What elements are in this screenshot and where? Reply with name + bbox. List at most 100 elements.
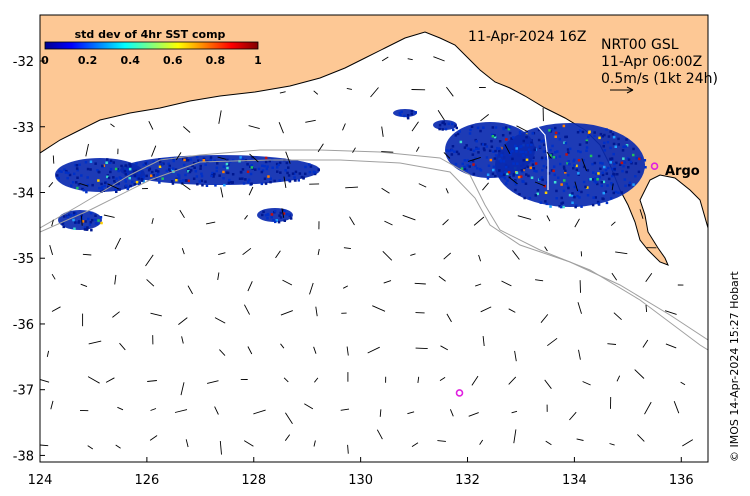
sst-pixel [599, 167, 602, 170]
sst-pixel [467, 147, 470, 150]
sst-pixel [572, 159, 575, 163]
sst-pixel [637, 170, 641, 174]
sst-pixel [62, 225, 65, 229]
legend-tick-label: 0.2 [78, 54, 98, 67]
sst-pixel [522, 154, 525, 157]
sst-pixel [494, 126, 498, 129]
sst-pixel [185, 156, 188, 159]
sst-pixel [128, 176, 131, 180]
sst-pixel [200, 179, 204, 182]
sst-pixel [617, 191, 620, 194]
sst-pixel [438, 123, 442, 127]
sst-pixel [529, 151, 532, 154]
sst-pixel [222, 165, 225, 168]
sst-pixel [169, 170, 172, 174]
sst-pixel [551, 144, 554, 148]
sst-pixel [501, 134, 505, 137]
sst-pixel [634, 162, 638, 165]
sst-pixel [126, 187, 129, 191]
current-vector [384, 220, 393, 226]
current-vector [247, 346, 253, 355]
sst-pixel [621, 169, 624, 173]
sst-pixel [611, 174, 614, 178]
sst-pixel [596, 182, 599, 186]
sst-pixel [471, 153, 475, 156]
sst-pixel [624, 184, 627, 188]
sst-pixel [98, 170, 101, 174]
sst-pixel [87, 217, 90, 221]
sst-pixel [628, 183, 631, 187]
sst-pixel [469, 160, 472, 163]
sst-pixel [65, 169, 68, 173]
sst-pixel [577, 159, 581, 162]
bathymetry-contour [40, 159, 708, 341]
sst-pixel [172, 167, 175, 170]
sst-pixel [126, 172, 129, 176]
sst-pixel [576, 131, 580, 134]
sst-pixel [281, 208, 285, 212]
sst-pixel [117, 182, 120, 185]
sst-pixel [522, 158, 525, 162]
sst-pixel [512, 172, 516, 176]
colorbar-legend: std dev of 4hr SST comp 0 0.2 0.4 0.6 0.8 1 [41, 28, 262, 67]
current-vectors [40, 56, 694, 455]
sst-pixel [71, 181, 75, 184]
sst-pixel [193, 166, 196, 169]
current-vector [616, 375, 621, 382]
sst-pixel [587, 135, 590, 138]
current-vector [416, 146, 420, 152]
sst-pixel [170, 180, 174, 183]
sst-pixel [135, 180, 139, 184]
current-vector [279, 91, 286, 94]
current-vector [534, 181, 546, 187]
sst-pixel [291, 172, 295, 175]
current-vector [347, 444, 349, 454]
sst-pixel [623, 178, 627, 181]
current-vector [645, 273, 653, 283]
sst-pixel [119, 177, 123, 180]
sst-pixel [567, 163, 571, 166]
sst-pixel [497, 149, 501, 153]
current-vector [610, 221, 616, 226]
sst-pixel [577, 189, 580, 192]
current-vector [381, 187, 390, 194]
sst-pixel [406, 116, 410, 120]
current-vector [309, 282, 314, 295]
current-vector [50, 400, 54, 410]
sst-pixel [269, 177, 272, 180]
sst-pixel [520, 169, 524, 172]
sst-pixel [568, 147, 572, 151]
sst-pixel [558, 138, 562, 141]
sst-pixel [593, 180, 596, 183]
sst-pixel [277, 163, 280, 167]
sst-pixel [91, 218, 94, 222]
sst-pixel [499, 160, 503, 163]
current-vector [217, 272, 220, 280]
colorbar [44, 41, 259, 50]
sst-pixel [97, 179, 100, 182]
sst-pixel [459, 140, 463, 144]
sst-pixel [239, 156, 242, 159]
sst-pixel [410, 112, 413, 116]
sst-pixel [566, 185, 570, 188]
current-vector [105, 377, 115, 383]
sst-pixel [179, 179, 182, 183]
sst-pixel [627, 166, 630, 169]
sst-pixel [482, 143, 485, 146]
current-vector [402, 214, 416, 221]
sst-pixel [182, 163, 186, 167]
sst-pixel [454, 124, 457, 128]
current-vector [639, 209, 644, 219]
sst-pixel [88, 223, 92, 226]
sst-pixel [571, 201, 574, 204]
sst-pixel [200, 172, 203, 176]
sst-pixel [63, 168, 66, 171]
sst-pixel [516, 173, 519, 176]
sst-pixel [643, 159, 647, 162]
sst-pixel [458, 130, 461, 133]
current-vector [80, 215, 83, 226]
current-vector [637, 434, 645, 442]
sst-pixel [565, 153, 568, 156]
current-vector [219, 440, 222, 455]
sst-pixel [490, 145, 494, 148]
